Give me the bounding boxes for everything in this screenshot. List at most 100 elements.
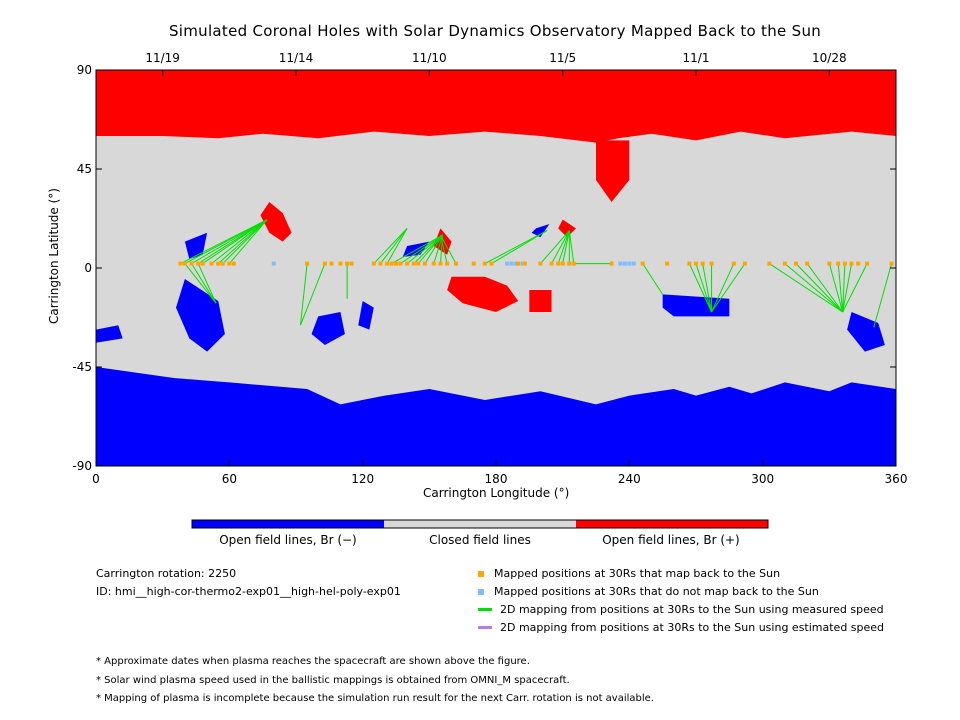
measured-mapping-line: [484, 230, 548, 265]
mapped-point: [640, 261, 645, 266]
mapped-point: [742, 261, 747, 266]
legend-unmapped-label: Mapped positions at 30Rs that do not map…: [494, 585, 819, 598]
open-positive-region-3: [447, 276, 519, 312]
measured-mapping-line: [440, 234, 457, 264]
top-date-label: 11/14: [279, 51, 314, 65]
unmapped-point: [509, 261, 514, 266]
y-tick-label: 90: [77, 63, 92, 77]
legend-unmapped: Mapped positions at 30Rs that do not map…: [478, 585, 819, 598]
measured-mapping-line: [202, 219, 268, 265]
colorbar-frame: [191, 519, 769, 529]
colorbar-label-closed: Closed field lines: [429, 533, 531, 547]
note-incomplete: * Mapping of plasma is incomplete becaus…: [96, 693, 654, 704]
mapped-point: [782, 261, 787, 266]
measured-mapping-line: [299, 263, 326, 326]
note-dates: * Approximate dates when plasma reaches …: [96, 656, 530, 667]
unmapped-point: [627, 261, 632, 266]
measured-mapping-line: [417, 234, 444, 264]
mapped-point: [560, 261, 565, 266]
measured-mapping-line: [784, 263, 843, 313]
y-tick-label: 0: [84, 261, 92, 275]
measured-mapping-line: [551, 230, 570, 264]
mapped-point: [694, 261, 698, 266]
open-positive-region-4: [529, 290, 552, 312]
legend-measured-label: 2D mapping from positions at 30Rs to the…: [500, 603, 884, 616]
mapped-point: [411, 261, 416, 266]
mapped-point: [385, 261, 390, 266]
mapped-point: [196, 261, 201, 266]
legend-estimated: 2D mapping from positions at 30Rs to the…: [478, 621, 884, 634]
legend-unmapped-marker: [478, 588, 484, 595]
mapped-point: [454, 261, 458, 266]
measured-mapping-line: [540, 230, 570, 264]
mapped-point: [709, 261, 714, 266]
chart-title: Simulated Coronal Holes with Solar Dynam…: [168, 22, 822, 40]
top-date-label: 11/10: [412, 51, 447, 65]
mapped-point: [731, 261, 736, 266]
mapped-point: [849, 261, 854, 266]
mapped-point: [471, 261, 476, 266]
measured-mapping-line: [873, 263, 893, 328]
mapped-point: [767, 261, 772, 266]
mapped-point: [522, 261, 527, 266]
mapped-point: [189, 261, 194, 266]
mapped-point: [231, 261, 236, 266]
legend-mapped: Mapped positions at 30Rs that map back t…: [478, 567, 780, 580]
x-tick-label: 180: [485, 472, 508, 486]
measured-mapping-line: [424, 234, 444, 264]
measured-mapping-line: [228, 219, 268, 264]
y-tick-label: 45: [77, 162, 92, 176]
legend-measured: 2D mapping from positions at 30Rs to the…: [478, 603, 884, 616]
x-tick-label: 120: [351, 472, 374, 486]
top-date-label: 10/28: [812, 51, 847, 65]
legend-estimated-line: [478, 626, 492, 629]
mapped-point: [489, 261, 494, 266]
measured-mapping-line: [711, 263, 746, 313]
mapped-point: [827, 261, 832, 266]
measured-mapping-line: [299, 263, 308, 326]
measured-mapping-line: [191, 263, 217, 304]
mapped-point: [345, 261, 350, 266]
x-axis-label: Carrington Longitude (°): [423, 486, 570, 500]
x-tick-label: 60: [222, 472, 237, 486]
y-axis-label: Carrington Latitude (°): [47, 188, 61, 324]
x-tick-label: 0: [92, 472, 100, 486]
mapped-point: [856, 261, 861, 266]
mapped-point: [200, 261, 205, 266]
legend-measured-line: [478, 608, 492, 611]
mapped-point: [398, 261, 403, 266]
mapped-point: [182, 261, 187, 266]
top-date-label: 11/5: [549, 51, 576, 65]
mapped-point: [329, 261, 334, 266]
mapped-point: [482, 261, 487, 266]
measured-mapping-line: [386, 228, 408, 264]
mapped-point: [216, 261, 221, 266]
open-negative-region-2: [311, 312, 345, 345]
top-date-label: 11/1: [683, 51, 710, 65]
mapped-point: [842, 261, 847, 266]
measured-mapping-line: [373, 228, 408, 264]
colorbar-label-positive: Open field lines, Br (+): [602, 533, 740, 547]
top-date-label: 11/19: [145, 51, 180, 65]
colorbar-positive: [576, 520, 768, 528]
measured-mapping-line: [711, 263, 735, 313]
mapped-point: [378, 261, 383, 266]
x-tick-label: 300: [751, 472, 774, 486]
open-positive-region-2: [260, 202, 292, 242]
mapped-point: [609, 261, 614, 266]
measured-mapping-line: [702, 263, 713, 313]
measured-mapping-line: [413, 234, 444, 264]
unmapped-point: [622, 261, 627, 266]
colorbar-closed: [384, 520, 576, 528]
mapped-point: [209, 261, 214, 266]
mapped-point: [687, 261, 692, 266]
measured-mapping-line: [184, 263, 217, 304]
x-tick-label: 360: [885, 472, 908, 486]
measured-mapping-line: [642, 263, 664, 295]
measured-mapping-line: [769, 263, 843, 313]
unmapped-point: [505, 261, 510, 266]
open-negative-region-6: [96, 325, 123, 343]
mapped-point: [389, 261, 394, 266]
measured-mapping-line: [439, 234, 444, 264]
measured-mapping-line: [191, 219, 268, 265]
